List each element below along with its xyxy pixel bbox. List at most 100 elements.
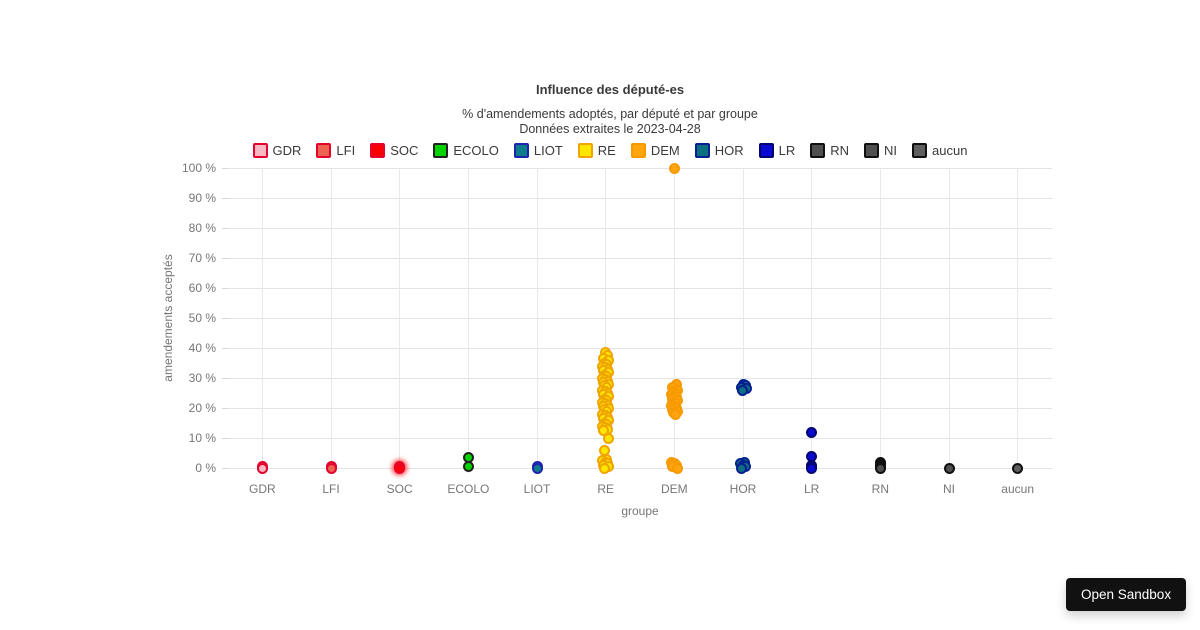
legend-item-SOC[interactable]: SOC bbox=[370, 143, 418, 158]
legend-label: NI bbox=[884, 143, 898, 158]
y-tick-label: 0 % bbox=[195, 461, 216, 475]
y-tick-mark bbox=[222, 407, 228, 409]
y-tick-mark bbox=[222, 467, 228, 469]
x-tick-label-SOC: SOC bbox=[386, 482, 413, 496]
data-point-LIOT[interactable] bbox=[531, 462, 543, 474]
data-point-HOR[interactable] bbox=[735, 462, 747, 474]
y-tick-label: 80 % bbox=[188, 221, 216, 235]
legend-item-ECOLO[interactable]: ECOLO bbox=[433, 143, 499, 158]
legend-swatch-NI bbox=[864, 143, 880, 158]
legend-item-LIOT[interactable]: LIOT bbox=[513, 143, 563, 158]
data-point-SOC[interactable] bbox=[394, 462, 406, 474]
data-point-aucun[interactable] bbox=[1012, 462, 1024, 474]
gridline-x-aucun bbox=[1017, 168, 1019, 468]
data-point-NI[interactable] bbox=[943, 462, 955, 474]
legend-label: DEM bbox=[650, 143, 680, 158]
data-point-RN[interactable] bbox=[874, 462, 886, 474]
y-tick-mark bbox=[222, 227, 228, 229]
y-tick-label: 50 % bbox=[188, 311, 216, 325]
legend-item-LFI[interactable]: LFI bbox=[316, 143, 355, 158]
y-tick-mark bbox=[222, 317, 228, 319]
legend-item-LR[interactable]: LR bbox=[758, 143, 796, 158]
gridline-x-LIOT bbox=[536, 168, 538, 468]
legend-swatch-HOR bbox=[694, 143, 710, 158]
gridline-x-HOR bbox=[742, 168, 744, 468]
gridline-x-RN bbox=[879, 168, 881, 468]
gridline-y-70 bbox=[228, 257, 1052, 259]
y-tick-label: 40 % bbox=[188, 341, 216, 355]
legend-swatch-RN bbox=[810, 143, 826, 158]
x-axis-title: groupe bbox=[621, 504, 659, 518]
data-point-RE[interactable] bbox=[603, 432, 615, 444]
chart-subtitle-line1: % d'amendements adoptés, par député et p… bbox=[462, 107, 758, 121]
legend-swatch-DEM bbox=[630, 143, 646, 158]
x-tick-label-ECOLO: ECOLO bbox=[447, 482, 490, 496]
x-tick-label-NI: NI bbox=[943, 482, 955, 496]
y-tick-label: 90 % bbox=[188, 191, 216, 205]
legend-swatch-RE bbox=[577, 143, 593, 158]
data-point-DEM[interactable] bbox=[669, 408, 681, 420]
x-tick-label-HOR: HOR bbox=[729, 482, 757, 496]
gridline-x-SOC bbox=[399, 168, 401, 468]
gridline-y-100 bbox=[228, 167, 1052, 169]
x-tick-label-LIOT: LIOT bbox=[523, 482, 551, 496]
legend-item-RN[interactable]: RN bbox=[810, 143, 849, 158]
y-tick-mark bbox=[222, 197, 228, 199]
x-tick-label-LR: LR bbox=[803, 482, 820, 496]
legend-item-DEM[interactable]: DEM bbox=[630, 143, 680, 158]
y-tick-label: 30 % bbox=[188, 371, 216, 385]
legend-swatch-LFI bbox=[316, 143, 332, 158]
gridline-x-LR bbox=[811, 168, 813, 468]
gridline-y-50 bbox=[228, 317, 1052, 319]
gridline-y-80 bbox=[228, 227, 1052, 229]
legend-item-aucun[interactable]: aucun bbox=[912, 143, 967, 158]
y-tick-label: 60 % bbox=[188, 281, 216, 295]
legend-swatch-ECOLO bbox=[433, 143, 449, 158]
gridline-x-ECOLO bbox=[467, 168, 469, 468]
data-point-HOR[interactable] bbox=[736, 384, 748, 396]
data-point-LR[interactable] bbox=[806, 426, 818, 438]
legend-label: LR bbox=[778, 143, 796, 158]
chart-subtitle-line2: Données extraites le 2023-04-28 bbox=[519, 122, 701, 136]
legend-swatch-LIOT bbox=[513, 143, 529, 158]
y-tick-mark bbox=[222, 167, 228, 169]
x-tick-label-DEM: DEM bbox=[660, 482, 688, 496]
y-tick-mark bbox=[222, 377, 228, 379]
data-point-ECOLO[interactable] bbox=[462, 461, 474, 472]
legend-label: ECOLO bbox=[453, 143, 499, 158]
legend-item-GDR[interactable]: GDR bbox=[252, 143, 301, 158]
y-tick-label: 10 % bbox=[188, 431, 216, 445]
data-point-DEM[interactable] bbox=[668, 162, 680, 174]
y-tick-label: 70 % bbox=[188, 251, 216, 265]
plot-area bbox=[222, 162, 1052, 474]
open-sandbox-button[interactable]: Open Sandbox bbox=[1066, 578, 1187, 611]
y-tick-mark bbox=[222, 257, 228, 259]
chart-canvas: Influence des député-es % d'amendements … bbox=[150, 0, 1070, 630]
legend-label: LIOT bbox=[533, 143, 563, 158]
legend-swatch-SOC bbox=[370, 143, 386, 158]
x-tick-label-GDR: GDR bbox=[248, 482, 276, 496]
y-tick-mark bbox=[222, 437, 228, 439]
legend-item-NI[interactable]: NI bbox=[864, 143, 897, 158]
gridline-x-GDR bbox=[261, 168, 263, 468]
data-point-GDR[interactable] bbox=[256, 462, 268, 474]
y-axis-tick-labels: 0 % 10 % 20 % 30 % 40 % 50 % 60 % 70 % 80 % 90 % 1… bbox=[150, 161, 216, 475]
legend-swatch-GDR bbox=[252, 143, 268, 158]
gridline-x-RE bbox=[605, 168, 607, 468]
gridline-x-DEM bbox=[673, 168, 675, 468]
y-tick-label: 20 % bbox=[188, 401, 216, 415]
data-point-RE[interactable] bbox=[599, 462, 611, 474]
data-point-LR[interactable] bbox=[806, 462, 818, 474]
x-tick-label-RN: RN bbox=[871, 482, 889, 496]
legend-item-RE[interactable]: RE bbox=[577, 143, 616, 158]
chart-legend: GDR LFI SOC ECOLO LIOT RE DEM HOR LR RN NI aucun bbox=[150, 143, 1070, 158]
gridline-y-90 bbox=[228, 197, 1052, 199]
gridline-y-20 bbox=[228, 407, 1052, 409]
chart-title: Influence des député-es bbox=[535, 82, 685, 97]
data-point-LFI[interactable] bbox=[325, 462, 337, 474]
data-point-DEM[interactable] bbox=[671, 462, 683, 474]
gridline-y-10 bbox=[228, 437, 1052, 439]
legend-item-HOR[interactable]: HOR bbox=[694, 143, 744, 158]
legend-label: SOC bbox=[390, 143, 419, 158]
